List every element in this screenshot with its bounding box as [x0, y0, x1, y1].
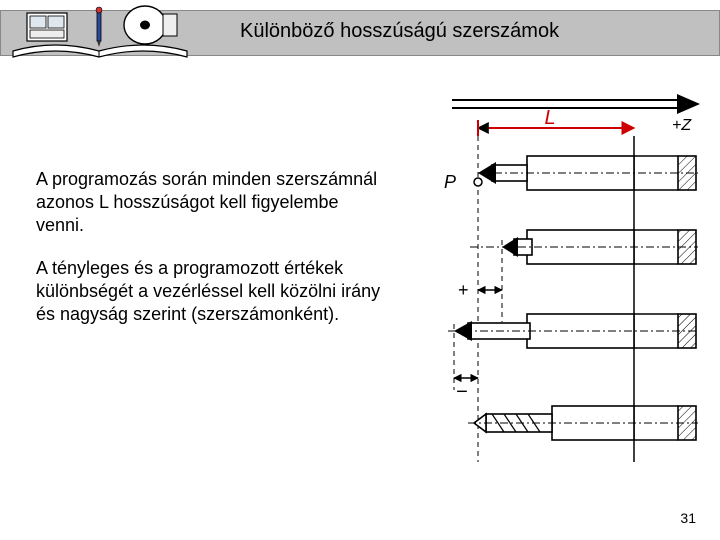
- tool-1: [478, 156, 698, 190]
- label-l: L: [544, 107, 555, 129]
- paragraph-1: A programozás során minden szerszámnál a…: [36, 168, 382, 237]
- tool-length-diagram: +Z L P +: [422, 90, 702, 470]
- page-number: 31: [680, 510, 696, 526]
- label-plus-z: +Z: [672, 117, 692, 134]
- tool-2: [470, 230, 698, 322]
- page-title: Különböző hosszúságú szerszámok: [240, 20, 559, 43]
- tool-4-drill: [468, 406, 698, 440]
- body-text: A programozás során minden szerszámnál a…: [36, 168, 382, 346]
- label-plus: +: [458, 280, 469, 300]
- paragraph-2: A tényleges és a programozott értékek kü…: [36, 257, 382, 326]
- tool-3: [448, 314, 698, 390]
- label-minus: −: [456, 381, 468, 403]
- book-cnc-icon: [5, 5, 195, 67]
- label-p: P: [444, 172, 456, 192]
